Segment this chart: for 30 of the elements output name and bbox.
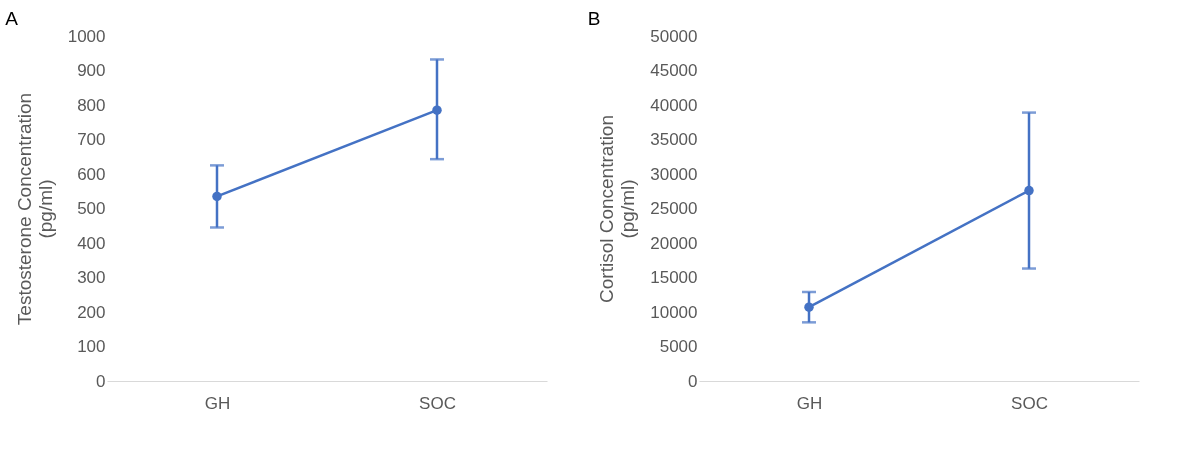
y-tick-label: 40000 <box>650 95 698 115</box>
y-tick-label: 30000 <box>650 164 698 184</box>
y-tick-label: 200 <box>77 302 106 322</box>
y-tick-label: 20000 <box>650 233 698 253</box>
y-tick-label: 5000 <box>659 337 698 356</box>
y-tick-label: 700 <box>77 130 106 149</box>
y-tick-label: 400 <box>77 233 106 253</box>
y-tick-label: 1000 <box>67 26 106 46</box>
y-tick-label: 600 <box>77 164 106 184</box>
x-tick-label: GH <box>796 393 823 413</box>
x-tick-label: SOC <box>419 393 456 413</box>
y-tick-label: 25000 <box>650 199 698 218</box>
chart-title: A <box>5 8 19 29</box>
y-tick-label: 800 <box>77 95 106 115</box>
y-tick-label: 45000 <box>650 61 698 80</box>
y-tick-label: 900 <box>77 61 106 80</box>
y-tick-label: 0 <box>688 371 698 391</box>
y-tick-label: 50000 <box>650 26 698 46</box>
y-tick-label: 0 <box>96 371 106 391</box>
y-tick-label: 100 <box>77 337 106 356</box>
y-tick-label: 500 <box>77 199 106 218</box>
y-tick-label: 35000 <box>650 130 698 149</box>
y-axis-title: Cortisol Concentration (pg/ml) <box>596 115 639 303</box>
y-tick-label: 300 <box>77 268 106 287</box>
y-tick-label: 15000 <box>650 268 698 287</box>
chart-title: B <box>587 8 601 29</box>
y-tick-label: 10000 <box>650 302 698 322</box>
y-axis-title: Testosterone Concentration (pg/ml) <box>13 92 56 326</box>
x-tick-label: GH <box>204 393 231 413</box>
x-tick-label: SOC <box>1011 393 1048 413</box>
